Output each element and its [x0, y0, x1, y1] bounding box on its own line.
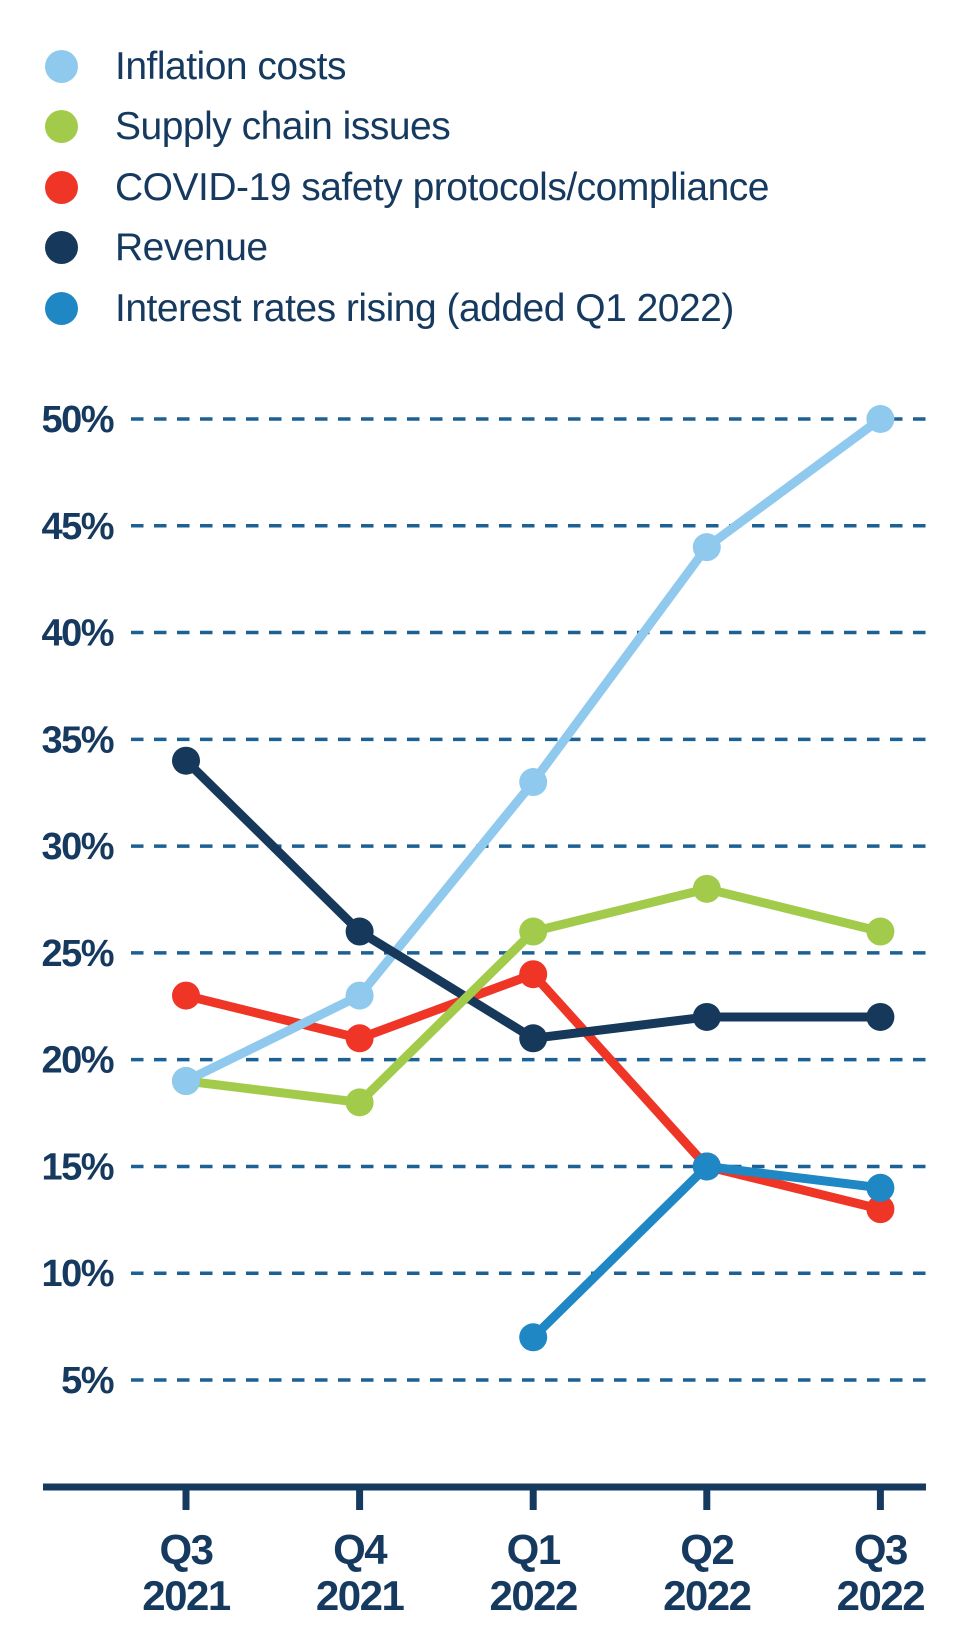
data-point-interest-rates-rising-added-q1-2022 [692, 1152, 721, 1181]
legend-swatch-supply-chain-issues-icon [45, 110, 78, 144]
y-axis-label-25%: 25% [41, 933, 113, 975]
legend-label-supply-chain-issues: Supply chain issues [115, 105, 451, 149]
data-point-interest-rates-rising-added-q1-2022 [519, 1323, 548, 1352]
series-line-revenue [181, 756, 885, 1043]
data-point-inflation-costs [345, 981, 374, 1010]
legend-label-revenue: Revenue [115, 226, 268, 270]
y-axis-label-30%: 30% [41, 826, 113, 868]
data-point-revenue [172, 746, 200, 775]
data-point-revenue [345, 917, 374, 946]
legend-label-inflation-costs: Inflation costs [115, 44, 346, 88]
series-interest-rates-rising-added-q1-2022 [519, 1152, 895, 1352]
y-axis-label-15%: 15% [41, 1146, 113, 1188]
y-axis-label-35%: 35% [41, 719, 113, 761]
legend-item-covid-safety: COVID-19 safety protocols/compliance [45, 157, 769, 218]
y-axis-label-10%: 10% [41, 1253, 113, 1295]
legend-swatch-revenue-icon [45, 231, 78, 265]
series-supply-chain-issues [172, 874, 895, 1117]
legend-swatch-interest-rates-icon [45, 291, 78, 325]
y-axis-labels: 50% 45% 40% 35% 30% 25% 20% 15% 10% 5% [41, 399, 115, 1402]
y-axis-label-40%: 40% [41, 613, 113, 655]
legend-label-covid-safety: COVID-19 safety protocols/compliance [115, 165, 769, 209]
x-axis-label-quarter: Q3 [159, 1526, 212, 1573]
data-point-revenue [692, 1002, 721, 1031]
data-point-covid-19-safety-protocols-compliance [172, 981, 200, 1010]
legend-swatch-covid-safety-icon [45, 170, 78, 204]
data-point-interest-rates-rising-added-q1-2022 [866, 1173, 895, 1202]
legend-item-interest-rates: Interest rates rising (added Q1 2022) [45, 278, 769, 339]
legend-label-interest-rates: Interest rates rising (added Q1 2022) [115, 286, 734, 330]
data-point-revenue [519, 1024, 548, 1053]
x-axis-label-quarter: Q1 [507, 1526, 561, 1573]
legend-item-inflation-costs: Inflation costs [45, 36, 769, 97]
x-axis-label-year: 2022 [489, 1572, 577, 1619]
gridlines [131, 417, 926, 1382]
data-point-inflation-costs [866, 405, 895, 433]
data-point-covid-19-safety-protocols-compliance [519, 960, 548, 989]
x-axis-label-quarter: Q3 [854, 1526, 907, 1573]
legend-swatch-inflation-costs-icon [45, 49, 78, 83]
data-point-inflation-costs [519, 768, 548, 797]
data-point-supply-chain-issues [866, 917, 895, 946]
data-point-inflation-costs [692, 533, 721, 562]
y-axis-label-20%: 20% [41, 1040, 113, 1082]
y-axis-label-45%: 45% [41, 506, 113, 548]
chart-legend: Inflation costs Supply chain issues COVI… [45, 36, 769, 339]
x-axis-label-quarter: Q4 [333, 1526, 388, 1573]
y-axis-label-50%: 50% [41, 399, 113, 441]
data-point-supply-chain-issues [692, 874, 721, 903]
x-axis-label-year: 2022 [663, 1572, 751, 1619]
x-axis-label-year: 2022 [837, 1572, 925, 1619]
x-axis-label-year: 2021 [316, 1572, 405, 1619]
data-point-covid-19-safety-protocols-compliance [866, 1195, 895, 1224]
legend-item-revenue: Revenue [45, 218, 769, 279]
data-point-covid-19-safety-protocols-compliance [345, 1024, 374, 1053]
legend-item-supply-chain-issues: Supply chain issues [45, 97, 769, 158]
data-point-supply-chain-issues [519, 917, 548, 946]
series-revenue [172, 746, 895, 1053]
data-point-inflation-costs-overlay [172, 1067, 200, 1096]
x-axis-label-quarter: Q2 [680, 1526, 733, 1573]
series-inflation-costs [172, 405, 895, 1096]
data-point-supply-chain-issues [345, 1088, 374, 1117]
x-axis-label-year: 2021 [142, 1572, 231, 1619]
data-point-revenue [866, 1002, 895, 1031]
y-axis-label-5%: 5% [61, 1360, 114, 1402]
